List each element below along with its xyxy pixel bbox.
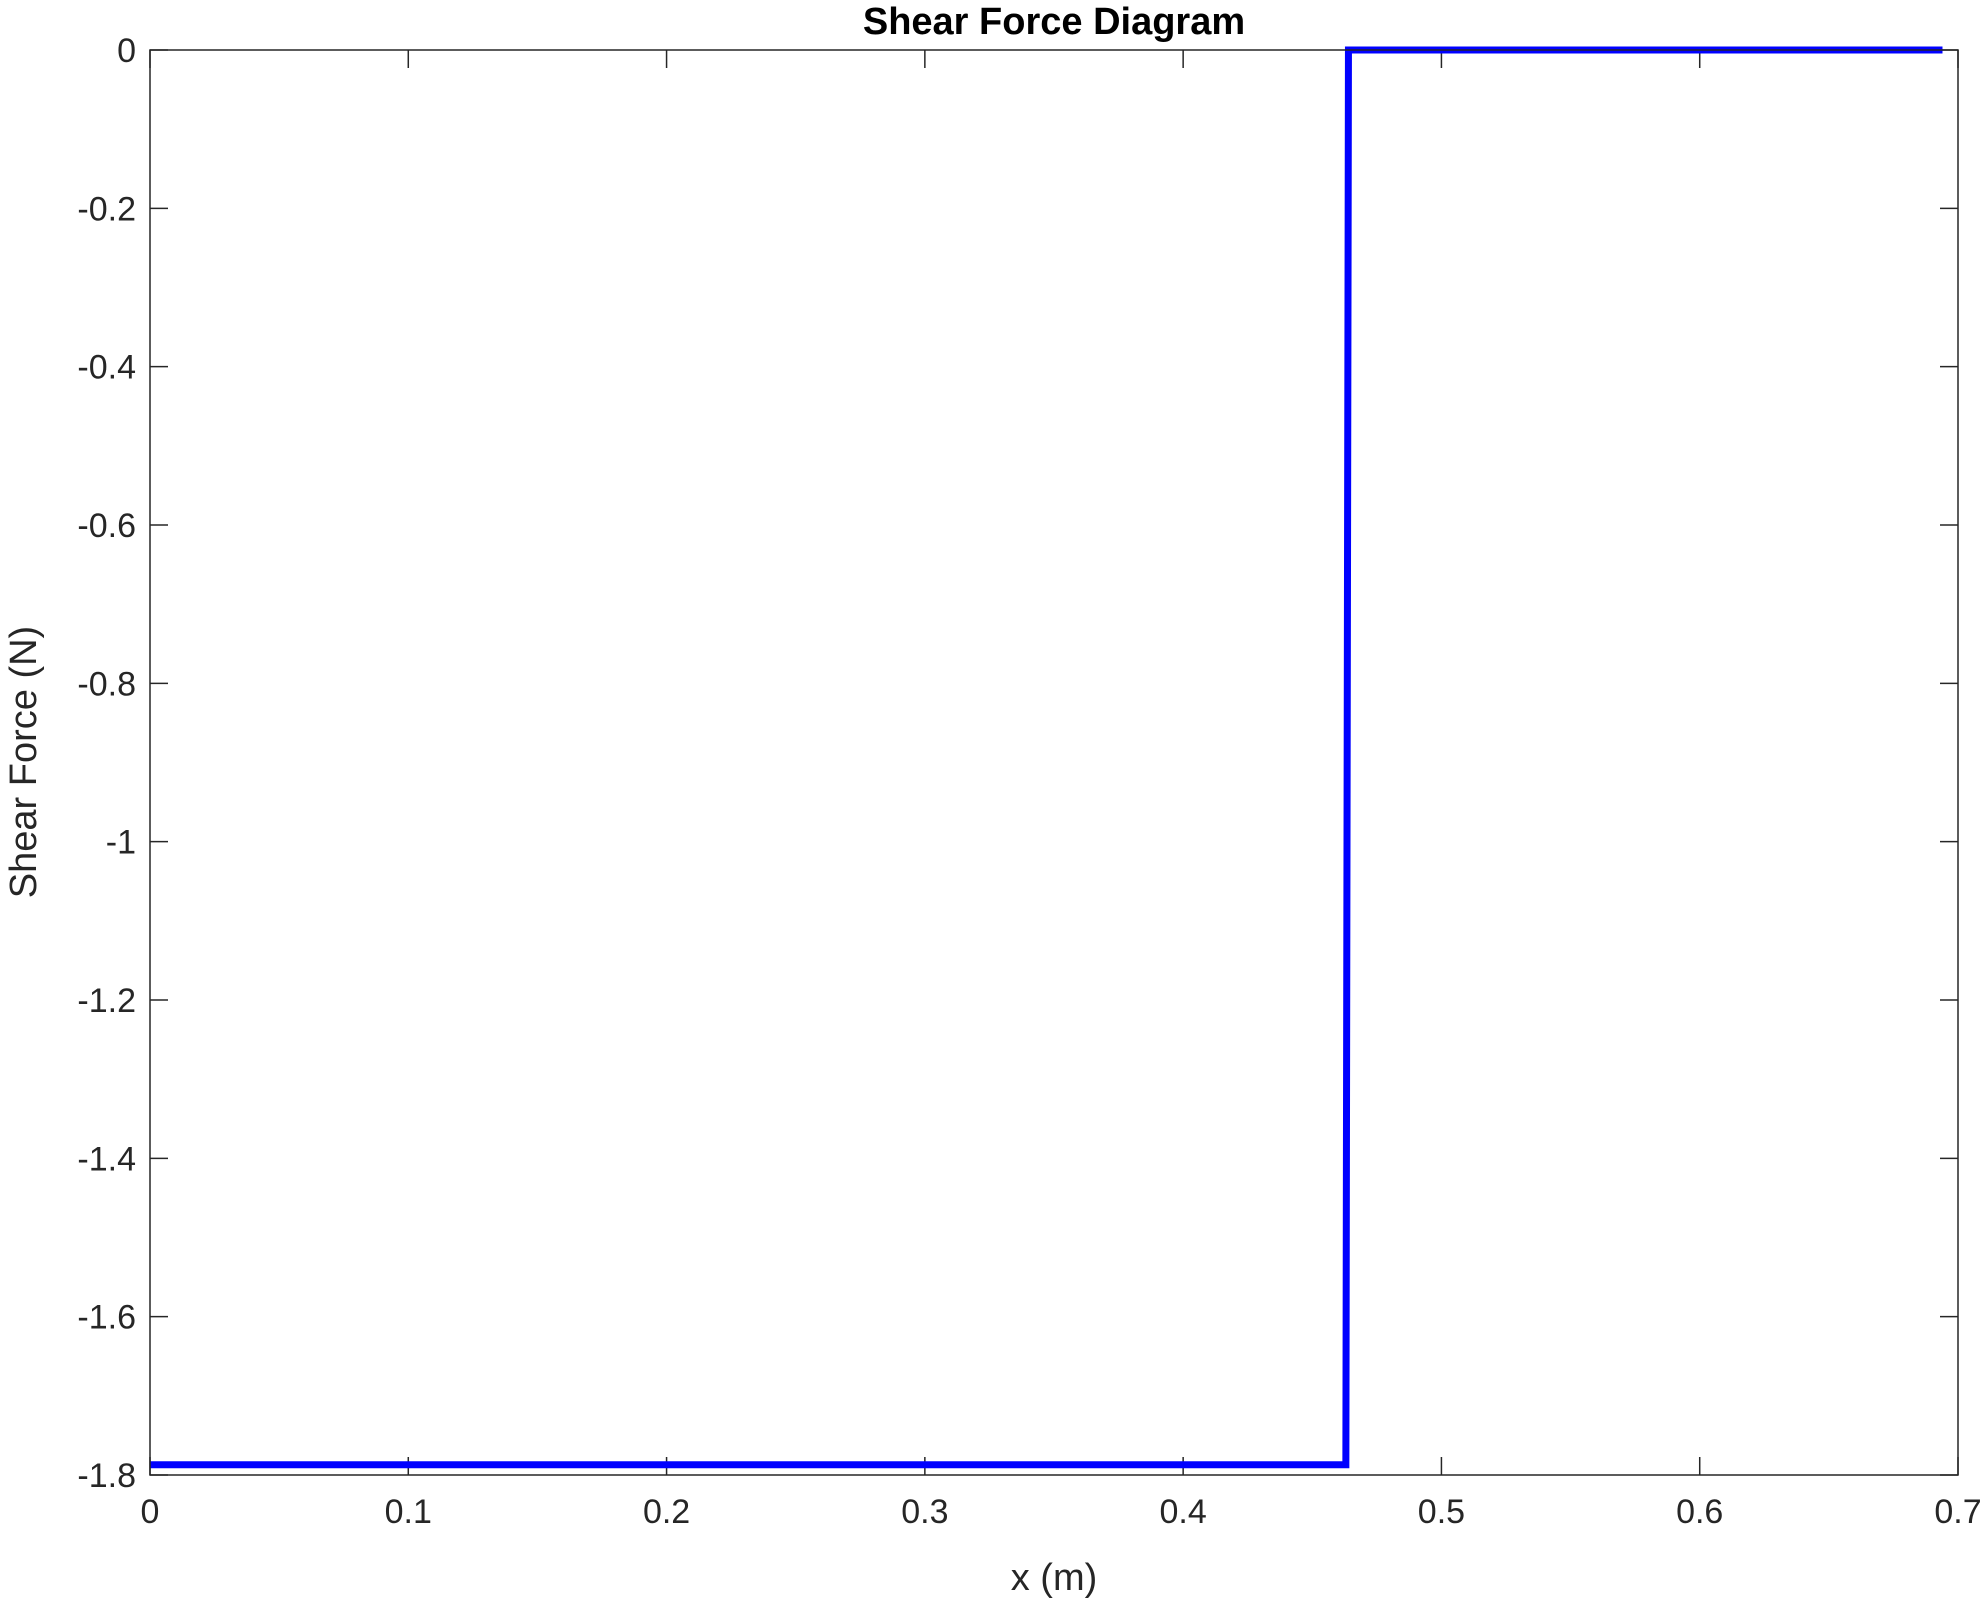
x-tick-label: 0.3 bbox=[901, 1493, 948, 1531]
x-tick-label: 0.6 bbox=[1676, 1493, 1723, 1531]
y-tick-label: -1.4 bbox=[77, 1140, 136, 1178]
y-axis-label: Shear Force (N) bbox=[3, 626, 45, 898]
y-tick-labels: 0 -0.2 -0.4 -0.6 -0.8 -1 -1.2 -1.4 -1.6 -1.8 bbox=[77, 32, 136, 1495]
axes-box bbox=[149, 49, 1959, 1476]
plot-area bbox=[150, 50, 1958, 1475]
y-tick-label: -0.8 bbox=[77, 665, 136, 703]
x-axis-label: x (m) bbox=[1011, 1557, 1098, 1599]
x-tick-label: 0.7 bbox=[1934, 1493, 1981, 1531]
y-tick-label: -1 bbox=[106, 824, 136, 862]
y-tick-label: -1.2 bbox=[77, 982, 136, 1020]
y-tick-label: -1.6 bbox=[77, 1299, 136, 1337]
x-tick-label: 0.2 bbox=[643, 1493, 690, 1531]
y-tick-label: -0.2 bbox=[77, 190, 136, 228]
x-tick-label: 0.5 bbox=[1418, 1493, 1465, 1531]
x-tick-labels: 0 0.1 0.2 0.3 0.4 0.5 0.6 0.7 bbox=[141, 1493, 1982, 1531]
y-tick-label: -0.6 bbox=[77, 507, 136, 545]
x-tick-label: 0 bbox=[141, 1493, 160, 1531]
y-tick-label: -1.8 bbox=[77, 1457, 136, 1495]
x-tick-label: 0.1 bbox=[385, 1493, 432, 1531]
chart-title: Shear Force Diagram bbox=[863, 1, 1245, 43]
y-tick-label: -0.4 bbox=[77, 349, 136, 387]
y-tick-label: 0 bbox=[117, 32, 136, 70]
x-tick-label: 0.4 bbox=[1160, 1493, 1207, 1531]
